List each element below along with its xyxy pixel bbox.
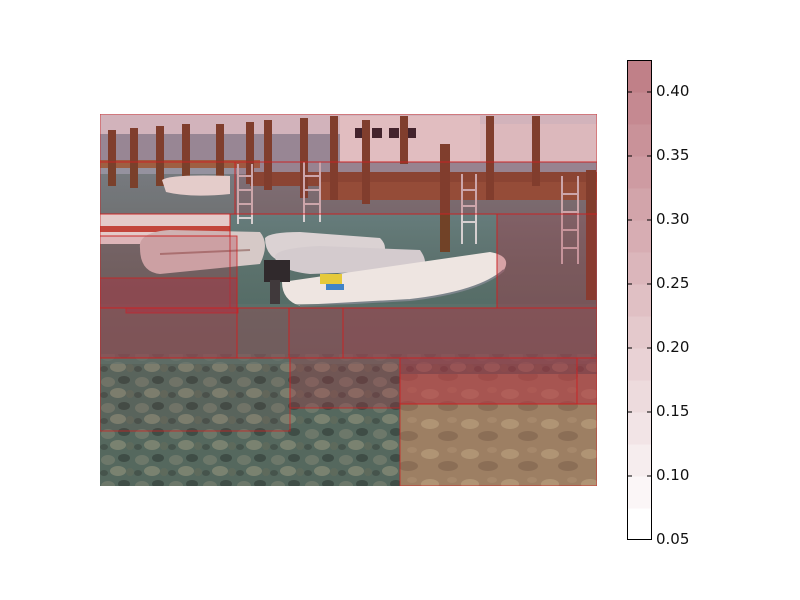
colorbar-tick-label: 0.40: [656, 82, 690, 100]
heatmap-region: [399, 357, 578, 405]
colorbar-level: [627, 380, 652, 413]
photo-heatmap: [100, 114, 597, 486]
colorbar-level: [627, 284, 652, 317]
colorbar: [627, 60, 652, 540]
colorbar-level: [627, 92, 652, 125]
heatmap-region: [234, 161, 597, 215]
colorbar-level: [627, 156, 652, 189]
heatmap-region: [342, 307, 597, 359]
heatmap-region: [399, 403, 597, 486]
colorbar-level: [627, 508, 652, 540]
heatmap-region: [236, 307, 290, 359]
heatmap-region: [100, 277, 238, 309]
heatmap-region: [576, 357, 597, 405]
colorbar-level: [627, 220, 652, 253]
dock-ladders: [237, 162, 579, 264]
colorbar-tick-label: 0.25: [656, 274, 690, 292]
colorbar-level: [627, 476, 652, 509]
heatmap-region: [100, 235, 238, 309]
colorbar-gradient: [627, 60, 652, 540]
heatmap-region: [100, 161, 236, 215]
heatmap-region: [100, 357, 291, 432]
colorbar-level: [627, 188, 652, 221]
heatmap-region: [289, 357, 401, 409]
heatmap-region: [496, 213, 597, 309]
heatmap-region: [229, 213, 498, 309]
colorbar-level: [627, 412, 652, 445]
heatmap-region: [288, 307, 344, 359]
colorbar-level: [627, 252, 652, 285]
heatmap-region: [100, 114, 597, 163]
colorbar-level: [627, 124, 652, 157]
small-boat: [162, 175, 230, 196]
colorbar-tick-label: 0.15: [656, 402, 690, 420]
colorbar-tick-label: 0.30: [656, 210, 690, 228]
colorbar-border: [627, 60, 652, 540]
heatmap-region: [100, 213, 231, 237]
outboard-motor: [264, 260, 290, 282]
colorbar-tick-label: 0.10: [656, 466, 690, 484]
colorbar-level: [627, 444, 652, 477]
colorbar-level: [627, 316, 652, 349]
colorbar-tick-label: 0.05: [656, 530, 690, 548]
colorbar-tick-label: 0.35: [656, 146, 690, 164]
colorbar-level: [627, 60, 652, 93]
colorbar-level: [627, 348, 652, 381]
heatmap-region: [100, 307, 238, 359]
heatmap-overlay: [100, 114, 597, 486]
colorbar-tick-label: 0.20: [656, 338, 690, 356]
